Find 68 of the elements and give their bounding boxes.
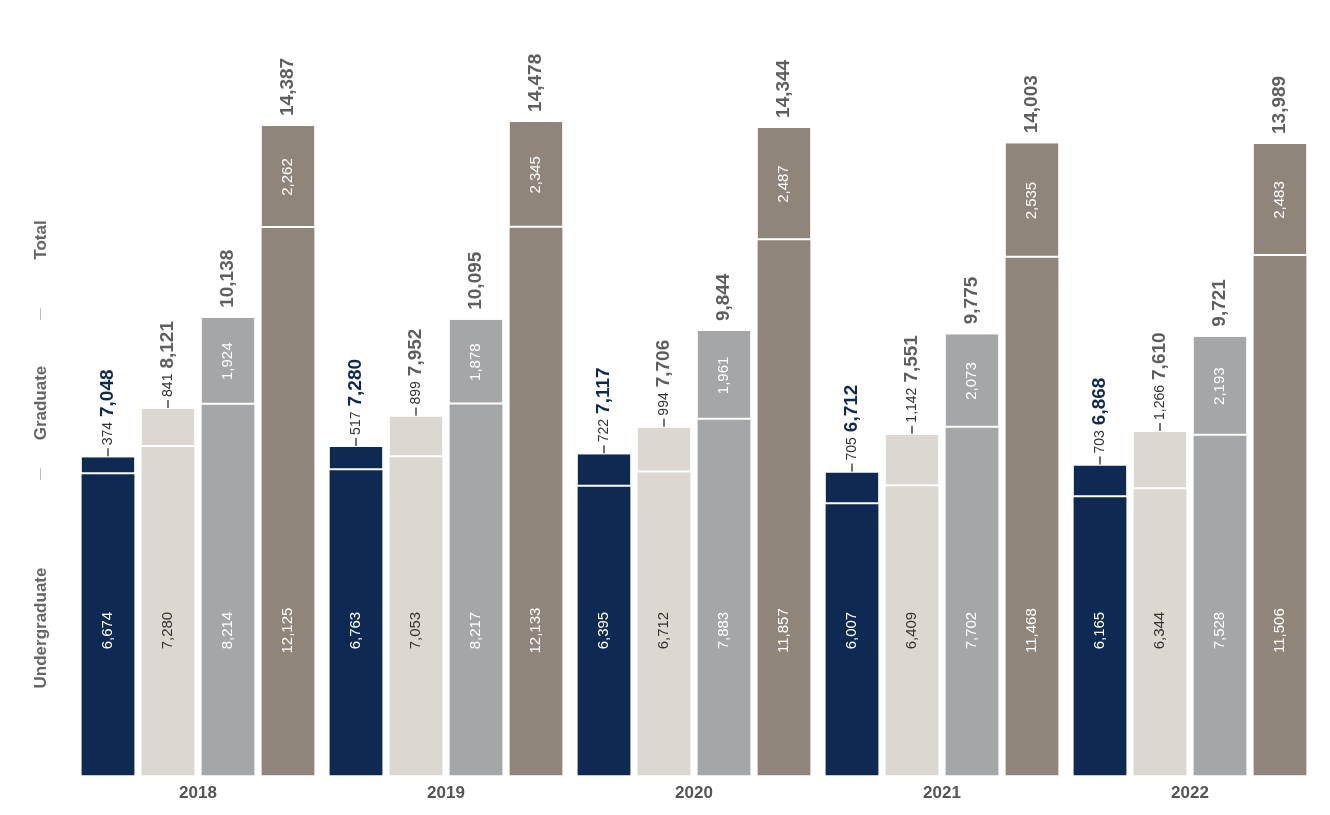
data-label: 2,345 — [526, 156, 544, 194]
data-label: 841 — [158, 373, 175, 397]
total-label: 9,844 — [712, 273, 734, 322]
data-label: 994 — [654, 392, 671, 416]
total-label: 14,478 — [524, 53, 546, 112]
total-label: 7,551 — [900, 334, 922, 383]
data-label: 6,409 — [902, 611, 920, 650]
data-label: 517 — [346, 411, 363, 435]
data-label: 374 — [98, 421, 115, 446]
total-label: 8,121 — [156, 320, 178, 369]
data-label: 6,165 — [1090, 611, 1108, 650]
data-label: 1,142 — [902, 387, 919, 423]
data-label: 6,395 — [594, 611, 612, 650]
data-label: 11,468 — [1022, 608, 1040, 653]
data-label: 1,266 — [1150, 384, 1167, 420]
total-label: 7,952 — [404, 328, 426, 377]
data-label: 7,053 — [406, 611, 424, 650]
data-label: 899 — [406, 380, 423, 405]
x-axis-title: 2020 — [675, 783, 713, 803]
data-label: 12,133 — [526, 607, 544, 654]
data-label: 2,262 — [278, 158, 296, 196]
total-label: 14,387 — [276, 57, 298, 116]
total-label: 7,610 — [1148, 332, 1170, 380]
total-label: 14,344 — [772, 59, 794, 118]
data-label: 722 — [594, 418, 611, 443]
data-label: 2,535 — [1022, 181, 1040, 220]
total-label: 13,989 — [1268, 75, 1290, 134]
data-label: 1,878 — [466, 343, 484, 381]
text: Graduate — [31, 365, 51, 441]
data-label: 12,125 — [278, 607, 296, 654]
data-label: 6,763 — [346, 611, 364, 650]
total-label: 9,775 — [960, 276, 982, 325]
total-label: 7,280 — [344, 358, 366, 407]
data-label: 6,007 — [842, 611, 860, 650]
data-label: 7,280 — [158, 611, 176, 650]
data-label: 7,702 — [962, 611, 980, 650]
data-label: 705 — [842, 436, 859, 461]
data-label: 2,487 — [774, 165, 792, 203]
data-label: 7,528 — [1210, 611, 1228, 650]
data-label: 1,924 — [218, 342, 236, 381]
x-axis-title: 2018 — [179, 783, 217, 803]
data-label: 2,193 — [1210, 367, 1228, 405]
total-label: 7,048 — [96, 369, 118, 417]
x-axis-title: 2021 — [923, 783, 961, 803]
data-label: 8,217 — [466, 611, 484, 650]
data-label: 11,857 — [774, 608, 792, 653]
data-label: 703 — [1090, 429, 1107, 454]
data-label: 6,344 — [1150, 611, 1168, 650]
x-axis-title: 2022 — [1171, 783, 1209, 803]
total-label: 10,095 — [464, 251, 486, 310]
data-label: 1,961 — [714, 356, 732, 395]
data-label: 6,712 — [654, 611, 672, 650]
data-label: 2,073 — [962, 362, 980, 400]
data-label: 6,674 — [98, 611, 116, 650]
data-label: 11,506 — [1270, 608, 1288, 653]
total-label: 7,117 — [592, 367, 614, 414]
text: Undergraduate — [31, 567, 51, 689]
total-label: 7,706 — [652, 339, 674, 388]
x-axis-title: 2019 — [427, 783, 465, 803]
total-label: 6,868 — [1088, 377, 1110, 426]
data-label: 8,214 — [218, 611, 236, 650]
data-label: 7,883 — [714, 611, 732, 650]
total-label: 9,721 — [1208, 278, 1230, 327]
data-label: 2,483 — [1270, 181, 1288, 219]
total-label: 10,138 — [216, 249, 238, 308]
total-label: 6,712 — [840, 384, 862, 433]
total-label: 14,003 — [1020, 75, 1042, 134]
text: Total — [31, 220, 51, 260]
